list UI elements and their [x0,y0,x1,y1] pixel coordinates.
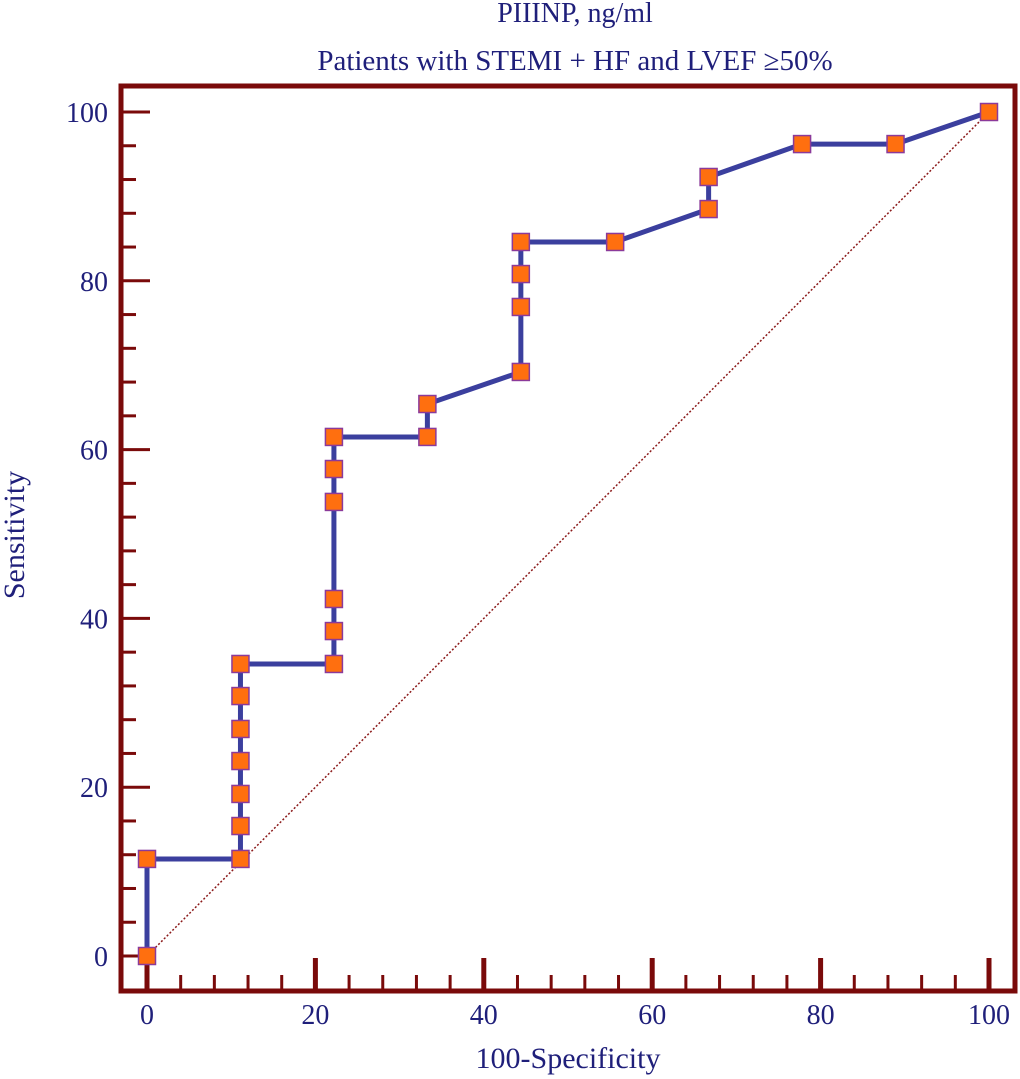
roc-point-marker [699,199,718,219]
x-axis: 0 20 40 60 80 100 [140,958,1010,1031]
y-tick-label: 80 [80,267,108,298]
roc-point-marker [324,492,344,512]
roc-point-marker [324,621,344,641]
roc-point-marker [511,264,531,284]
chart-subtitle: Patients with STEMI + HF and LVEF ≥50% [317,45,832,77]
roc-point-marker [324,427,344,447]
x-tick-label: 60 [638,1000,666,1031]
y-tick-label: 40 [80,604,108,635]
y-axis-label: Sensitivity [0,471,31,599]
x-tick-label: 100 [968,1000,1010,1031]
y-axis: 0 20 40 60 80 100 [66,98,150,973]
roc-point-marker [231,654,250,674]
y-tick-label: 20 [80,773,108,804]
y-tick-label: 60 [80,436,108,467]
plot-frame [118,83,1018,994]
x-tick-label: 40 [470,1000,498,1031]
roc-point-marker [231,686,250,706]
roc-point-marker [231,849,250,869]
roc-point-marker [231,751,250,771]
roc-point-marker [699,167,718,187]
x-axis-label: 100-Specificity [476,1042,661,1075]
roc-point-marker [418,394,437,414]
roc-point-marker [137,849,157,869]
roc-point-marker [231,719,250,739]
x-tick-label: 20 [301,1000,329,1031]
roc-point-marker [231,784,250,804]
roc-point-marker [792,134,812,154]
roc-point-marker [324,459,344,479]
roc-point-marker [511,297,531,317]
roc-point-marker [605,232,625,252]
reference-diagonal-line [146,111,990,957]
x-tick-label: 80 [807,1000,835,1031]
roc-point-marker [231,816,250,836]
y-tick-label: 100 [66,98,108,129]
roc-point-marker [324,654,344,674]
roc-point-marker [511,362,531,382]
roc-point-marker [418,427,437,447]
roc-point-marker [886,134,905,154]
x-tick-label: 0 [140,1000,154,1031]
roc-point-marker [511,232,531,252]
chart-title: PIIINP, ng/ml [497,0,653,29]
roc-markers [137,102,999,966]
roc-point-marker [324,589,344,609]
roc-point-marker [979,102,999,122]
y-tick-label: 0 [94,942,108,973]
roc-point-marker [137,946,157,966]
